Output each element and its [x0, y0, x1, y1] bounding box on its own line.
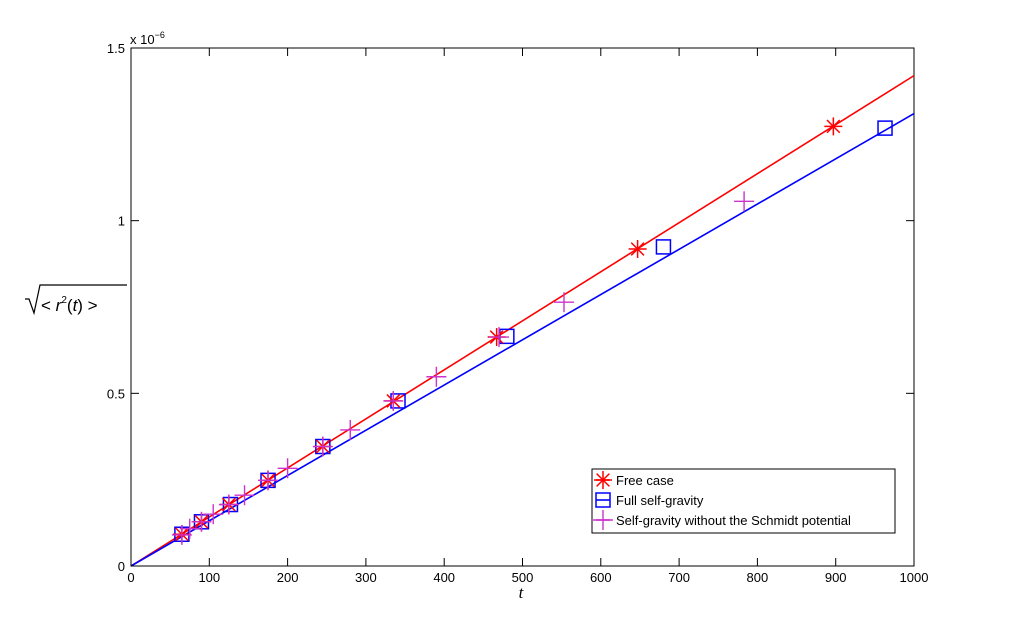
data-point [234, 485, 255, 506]
x-tick-label: 500 [512, 570, 534, 585]
markers-layer [171, 117, 893, 545]
legend-marker [593, 510, 613, 530]
x-axis-label: t [519, 583, 525, 602]
x-tick-label: 400 [433, 570, 455, 585]
svg-text:< r2(t) >: < r2(t) > [41, 295, 98, 315]
data-point [655, 239, 672, 255]
x-tick-label: 600 [590, 570, 612, 585]
x-tick-label: 100 [198, 570, 220, 585]
data-point [179, 518, 200, 539]
legend-marker [594, 471, 612, 489]
legend-box [591, 468, 896, 534]
data-point [203, 504, 224, 525]
data-point [489, 327, 510, 348]
legend-entry: Self-gravity without the Schmidt potenti… [616, 513, 851, 528]
y-tick-label: 1.5 [107, 41, 125, 56]
data-point [277, 458, 298, 479]
data-point [553, 292, 574, 313]
x-tick-label: 800 [747, 570, 769, 585]
data-point [426, 366, 447, 387]
data-point [258, 470, 279, 491]
data-point [734, 191, 755, 212]
series-line [130, 112, 915, 567]
y-axis-label: < r2(t) > [25, 284, 127, 316]
x-tick-label: 0 [127, 570, 134, 585]
data-point [218, 494, 239, 515]
x-tick-label: 200 [277, 570, 299, 585]
data-point [191, 511, 212, 532]
data-point [877, 120, 893, 136]
x-tick-label: 1000 [900, 570, 929, 585]
legend: Free case Full self-gravity Self-gravity w… [591, 468, 896, 534]
x-tick-label: 300 [355, 570, 377, 585]
legend-entry: Free case [616, 473, 674, 488]
ticks-layer: 0 100 200 300 400 500 600 700 800 900 1000 0 0.5 1 1.5 [107, 41, 929, 585]
data-point [312, 436, 333, 457]
y-tick-label: 1 [118, 214, 125, 229]
x-tick-label: 900 [825, 570, 847, 585]
data-point [628, 239, 647, 258]
x-tick-label: 700 [668, 570, 690, 585]
y-exponent-label: x 10−6 [130, 30, 165, 47]
data-point [824, 117, 843, 136]
data-point [383, 390, 404, 411]
data-point [340, 419, 361, 440]
y-tick-label: 0.5 [107, 386, 125, 401]
legend-marker [595, 492, 611, 508]
y-tick-label: 0 [118, 559, 125, 574]
legend-entry: Full self-gravity [616, 493, 704, 508]
